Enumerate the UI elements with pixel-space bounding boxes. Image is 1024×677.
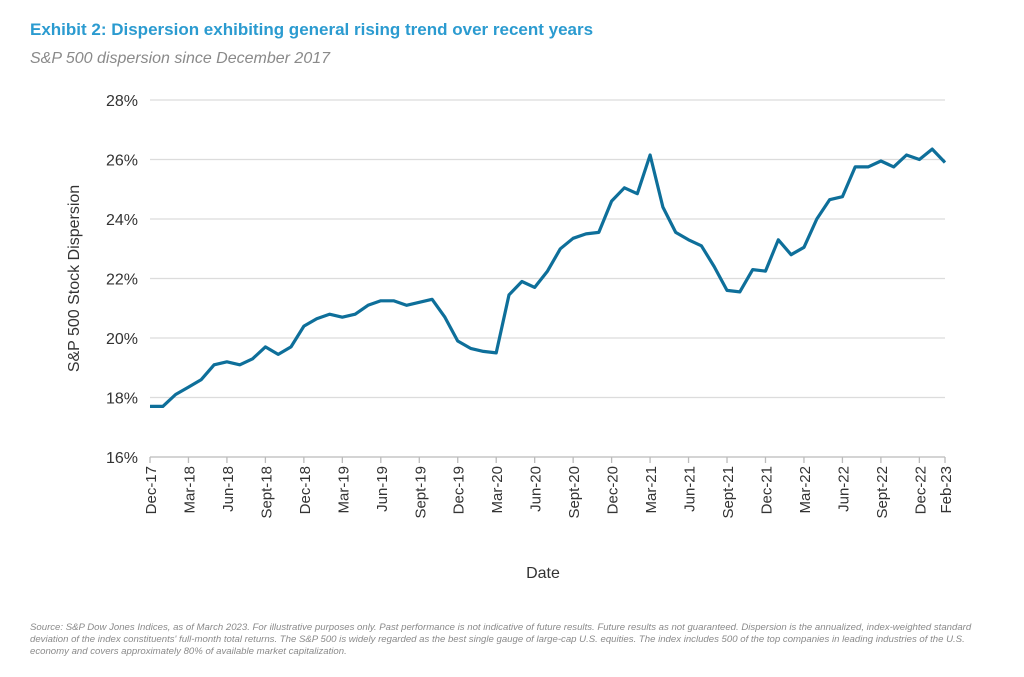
x-tick-label: Mar-20: [489, 466, 506, 514]
x-tick-label: Dec-17: [143, 466, 160, 514]
x-tick-label: Sept-21: [720, 466, 737, 519]
x-tick-label: Dec-22: [912, 466, 929, 514]
x-tick-label: Sept-18: [258, 466, 275, 519]
y-tick-label: 28%: [106, 93, 138, 110]
x-tick-label: Sept-22: [874, 466, 891, 519]
chart-title: Exhibit 2: Dispersion exhibiting general…: [30, 20, 594, 39]
x-tick-label: Sept-19: [412, 466, 429, 519]
x-tick-label: Dec-20: [605, 466, 622, 514]
line-chart: 16% 18% 20% 22% 24% 26% 28% Dec-17 Mar-18 Jun-18 S…: [66, 93, 955, 582]
x-tick-label: Sept-20: [566, 466, 583, 519]
x-tick-label: Mar-18: [181, 466, 198, 514]
x-tick-label: Jun-20: [528, 466, 545, 512]
x-tick-label: Dec-21: [758, 466, 775, 514]
y-tick-label: 24%: [106, 212, 138, 229]
x-tick-label: Jun-21: [682, 466, 699, 512]
dispersion-line: [150, 147, 947, 408]
x-tick-label: Feb-23: [938, 466, 955, 514]
x-tick-label: Dec-18: [297, 466, 314, 514]
x-tick-label: Jun-18: [220, 466, 237, 512]
y-tick-label: 18%: [106, 391, 138, 408]
x-tick-label: Mar-22: [797, 466, 814, 514]
chart-subtitle: S&P 500 dispersion since December 2017: [30, 50, 331, 67]
y-axis-label: S&P 500 Stock Dispersion: [66, 185, 83, 372]
y-tick-label: 26%: [106, 153, 138, 170]
y-tick-label: 16%: [106, 450, 138, 467]
x-tick-label: Jun-22: [835, 466, 852, 512]
y-tick-label: 22%: [106, 272, 138, 289]
y-tick-label: 20%: [106, 331, 138, 348]
x-tick-label: Dec-19: [451, 466, 468, 514]
x-tick-label: Jun-19: [374, 466, 391, 512]
x-axis-label: Date: [526, 565, 560, 582]
x-tick-label: Mar-21: [643, 466, 660, 514]
footnote: Source: S&P Dow Jones Indices, as of Mar…: [30, 622, 972, 657]
x-tick-label: Mar-19: [335, 466, 352, 514]
